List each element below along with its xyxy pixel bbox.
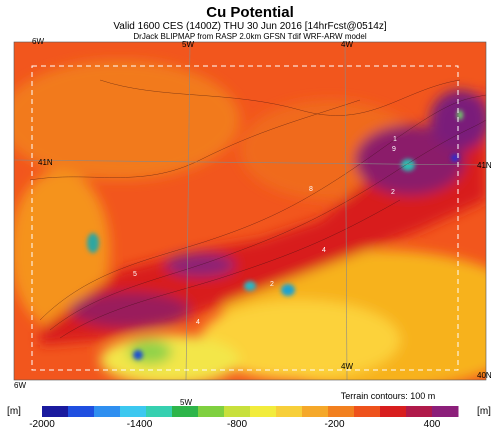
colorbar-tick-label: 400 bbox=[424, 419, 441, 430]
unit-label: [m] bbox=[7, 406, 21, 417]
lon-label: 5W bbox=[182, 40, 194, 49]
lon-label: 4W bbox=[341, 40, 353, 49]
contour-label: 8 bbox=[309, 186, 313, 193]
colorbar-tick-label: -2000 bbox=[29, 419, 55, 430]
colorbar-swatch bbox=[224, 406, 251, 417]
title: Cu Potential bbox=[206, 4, 294, 21]
colorbar-swatch bbox=[380, 406, 407, 417]
unit-label: [m] bbox=[477, 406, 491, 417]
colorbar-swatch bbox=[406, 406, 433, 417]
colorbar-swatch bbox=[42, 406, 69, 417]
lat-label: 41N bbox=[477, 161, 492, 170]
colorbar-swatch bbox=[276, 406, 303, 417]
colorbar-swatch bbox=[432, 406, 459, 417]
colorbar-swatch bbox=[172, 406, 199, 417]
lat-label: 41N bbox=[38, 158, 53, 167]
contour-label: 2 bbox=[270, 281, 274, 288]
colorbar-swatch bbox=[146, 406, 173, 417]
colorbar-swatch bbox=[354, 406, 381, 417]
colorbar-ticks: -2000 -1400 -800 -200 400 bbox=[29, 419, 441, 430]
colorbar-swatch bbox=[302, 406, 329, 417]
colorbar-swatch bbox=[68, 406, 95, 417]
contour-label: 4 bbox=[196, 319, 200, 326]
contour-label: 2 bbox=[391, 189, 395, 196]
colorbar-swatch bbox=[198, 406, 225, 417]
subtitle: Valid 1600 CES (1400Z) THU 30 Jun 2016 [… bbox=[113, 21, 386, 32]
colorbar-swatch bbox=[120, 406, 147, 417]
colorbar-tick-label: -1400 bbox=[127, 419, 153, 430]
lon-label: 6W bbox=[32, 37, 44, 46]
map-field bbox=[14, 42, 486, 380]
contour-label: 9 bbox=[392, 146, 396, 153]
colorbar-tick-label: -800 bbox=[227, 419, 247, 430]
terrain-note: Terrain contours: 100 m bbox=[341, 391, 436, 401]
contour-label: 4 bbox=[322, 247, 326, 254]
contour-label: 5 bbox=[133, 271, 137, 278]
lon-label: 4W bbox=[341, 362, 353, 371]
contour-label: 1 bbox=[393, 136, 397, 143]
lon-label: 5W bbox=[180, 398, 192, 407]
lat-label: 40N bbox=[477, 371, 492, 380]
colorbar-swatch bbox=[328, 406, 355, 417]
lon-label: 6W bbox=[14, 381, 26, 390]
colorbar-swatch bbox=[94, 406, 121, 417]
colorbar-tick-label: -200 bbox=[324, 419, 344, 430]
map-frame bbox=[13, 41, 487, 381]
source: DrJack BLIPMAP from RASP 2.0km GFSN Tdif… bbox=[133, 32, 366, 41]
colorbar-swatch bbox=[250, 406, 277, 417]
colorbar bbox=[42, 406, 459, 417]
